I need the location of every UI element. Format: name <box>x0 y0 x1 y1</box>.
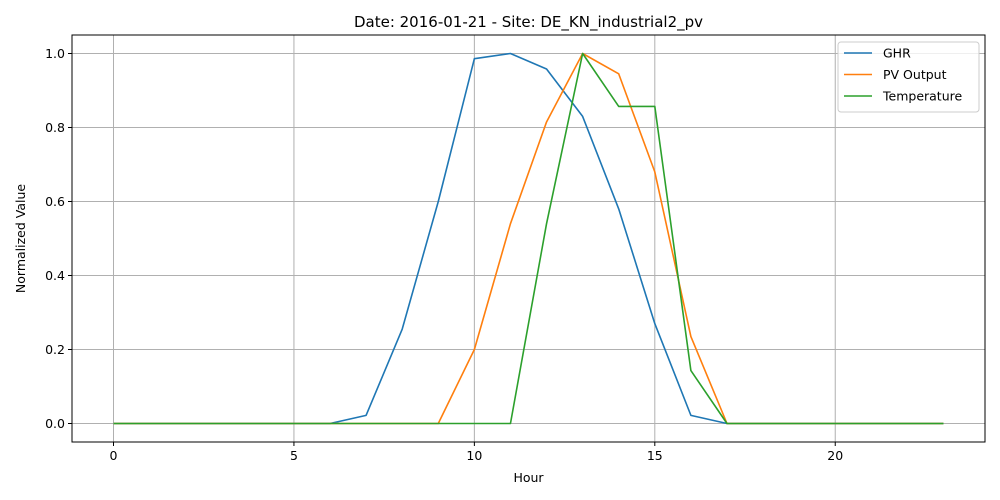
y-tick-label: 0.2 <box>45 342 65 357</box>
x-tick-label: 5 <box>290 448 298 463</box>
legend: GHR PV Output Temperature <box>837 41 980 113</box>
y-tick-label: 0.4 <box>45 268 65 283</box>
x-tick-label: 10 <box>466 448 482 463</box>
x-axis-ticks: 0 5 10 15 20 <box>110 442 843 463</box>
y-tick-label: 0.0 <box>45 416 65 431</box>
series-lines <box>113 52 944 425</box>
legend-label-pv-output: PV Output <box>883 67 947 82</box>
x-axis-label: Hour <box>513 470 544 485</box>
y-tick-label: 1.0 <box>45 46 65 61</box>
y-axis-label: Normalized Value <box>13 184 28 293</box>
plot-frame <box>71 34 986 443</box>
y-tick-label: 0.8 <box>45 120 65 135</box>
series-line-temperature <box>113 52 944 425</box>
x-tick-label: 0 <box>110 448 118 463</box>
x-tick-label: 15 <box>647 448 663 463</box>
y-tick-label: 0.6 <box>45 194 65 209</box>
legend-label-ghr: GHR <box>883 46 911 61</box>
chart-title: Date: 2016-01-21 - Site: DE_KN_industria… <box>354 13 703 32</box>
x-tick-label: 20 <box>827 448 843 463</box>
legend-label-temperature: Temperature <box>882 89 962 104</box>
legend-box <box>837 41 980 113</box>
grid <box>72 35 985 442</box>
y-axis-ticks: 0.0 0.2 0.4 0.6 0.8 1.0 <box>45 46 72 431</box>
